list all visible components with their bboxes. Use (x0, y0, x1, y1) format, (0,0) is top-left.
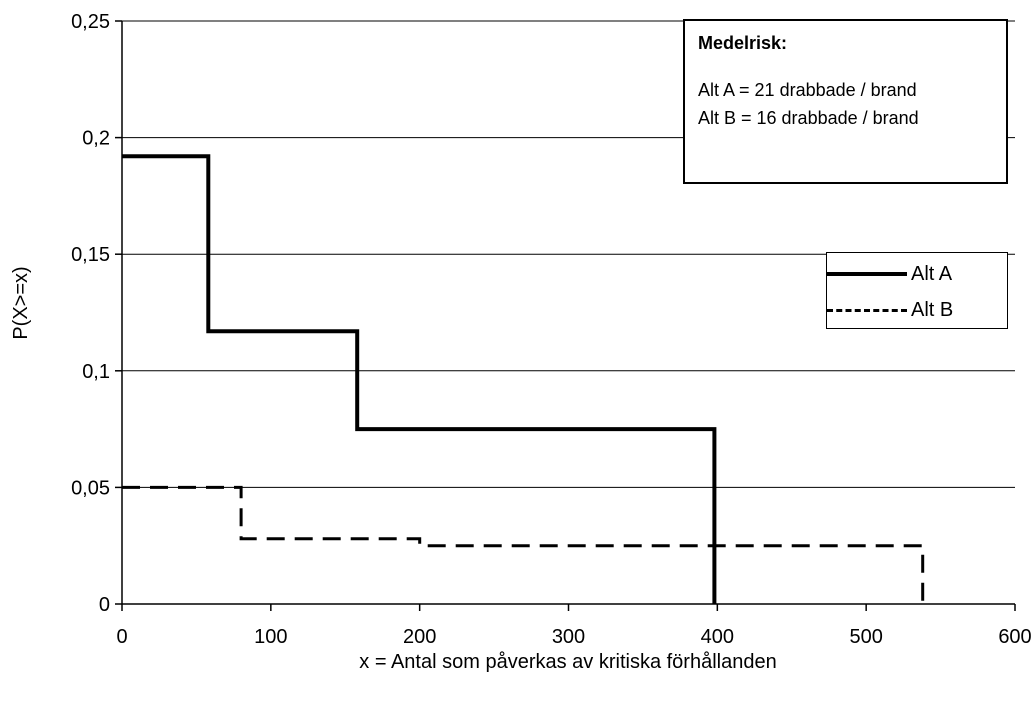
legend: Alt A Alt B (826, 252, 1008, 329)
annotation-line-alt-a: Alt A = 21 drabbade / brand (698, 80, 917, 100)
axes (115, 20, 1016, 611)
legend-label-alt-b: Alt B (911, 298, 954, 321)
x-tick-label-2: 200 (403, 626, 436, 648)
y-tick-label-5: 0,25 (71, 11, 110, 33)
legend-label-alt-a: Alt A (911, 262, 953, 285)
legend-swatch-solid (827, 272, 907, 276)
x-tick-label-3: 300 (552, 626, 585, 648)
tick-labels: 0 0,05 0,1 0,15 0,2 0,25 0 100 200 300 400 500 600 (71, 11, 1032, 648)
x-tick-label-6: 600 (998, 626, 1031, 648)
series-group (122, 154, 925, 604)
y-tick-label-3: 0,15 (71, 244, 110, 266)
x-tick-label-1: 100 (254, 626, 287, 648)
annotation-title: Medelrisk: (698, 33, 788, 53)
x-tick-label-5: 500 (849, 626, 882, 648)
x-axis-title: x = Antal som påverkas av kritiska förhå… (359, 651, 776, 673)
series-line-alt-b (122, 485, 925, 604)
x-tick-label-4: 400 (701, 626, 734, 648)
legend-item-alt-a: Alt A (827, 260, 952, 288)
y-tick-label-1: 0,05 (71, 477, 110, 499)
series-line-alt-a (122, 154, 717, 604)
y-tick-label-4: 0,2 (82, 128, 110, 150)
y-tick-label-0: 0 (99, 594, 110, 616)
y-axis-title: P(X>=x) (10, 266, 32, 339)
annotation-line-alt-b: Alt B = 16 drabbade / brand (698, 108, 919, 128)
legend-item-alt-b: Alt B (827, 296, 953, 324)
y-tick-label-2: 0,1 (82, 361, 110, 383)
legend-swatch-dashed (827, 308, 907, 312)
mean-risk-annotation: Medelrisk: Alt A = 21 drabbade / brand A… (683, 19, 1008, 184)
x-tick-label-0: 0 (116, 626, 127, 648)
